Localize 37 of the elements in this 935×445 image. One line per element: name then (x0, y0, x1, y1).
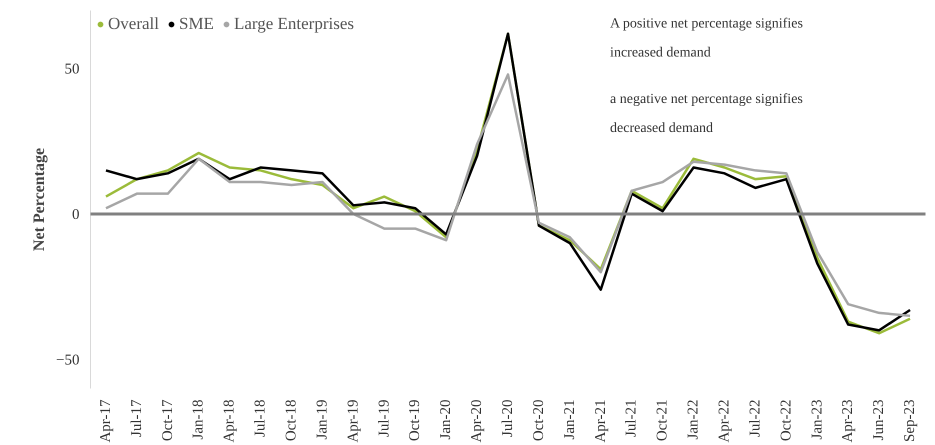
y-tick-label: 0 (72, 207, 80, 224)
x-tick-label: Jan-22 (686, 399, 702, 440)
x-tick-label: Apr-19 (345, 399, 362, 443)
x-tick-label: Jan-18 (190, 399, 207, 440)
x-tick-label: Apr-18 (222, 399, 238, 443)
x-tick-label: Oct-22 (778, 399, 794, 442)
x-tick-label: Jul-19 (376, 400, 392, 437)
x-tick-label: Jan-19 (314, 399, 330, 440)
x-tick-label: Oct-17 (160, 399, 176, 442)
x-tick-label: Jul-17 (128, 399, 145, 437)
x-tick-label: Sep-23 (902, 399, 918, 442)
x-tick-label: Jan-21 (562, 399, 578, 440)
y-tick-label: −50 (56, 352, 80, 368)
x-tick-label: Jul-18 (252, 400, 269, 437)
x-tick-label: Jan-20 (438, 399, 454, 440)
x-tick-label: Apr-22 (716, 399, 732, 443)
x-tick-label: Apr-17 (98, 399, 114, 443)
annotation: A positive net percentage signifies increased demand (610, 16, 803, 60)
x-tick-label: Jan-23 (809, 399, 826, 440)
legend-label: Large Enterprises (234, 14, 354, 34)
x-tick-label: Oct-18 (284, 399, 300, 442)
x-tick-label: Apr-23 (840, 399, 856, 443)
y-tick-label: 50 (64, 62, 80, 78)
line-series (104, 73, 912, 318)
legend-label: Overall (108, 14, 159, 34)
x-tick-label: Oct-21 (654, 399, 671, 442)
legend-label: SME (178, 14, 214, 34)
x-tick-label: Jul-20 (500, 400, 516, 437)
x-tick-label: Jul-22 (747, 400, 764, 437)
x-tick-label: Apr-20 (469, 399, 486, 443)
x-tick-label: Apr-21 (592, 399, 609, 443)
x-tick-label: Jul-21 (624, 400, 640, 437)
annotation: a negative net percentage signifies decreased demand (610, 92, 803, 136)
x-tick-label: Oct-19 (407, 399, 424, 442)
y-axis-title: Net Percentage (31, 148, 48, 252)
x-tick-label: Jun-23 (871, 399, 888, 440)
x-tick-label: Oct-20 (530, 399, 547, 442)
